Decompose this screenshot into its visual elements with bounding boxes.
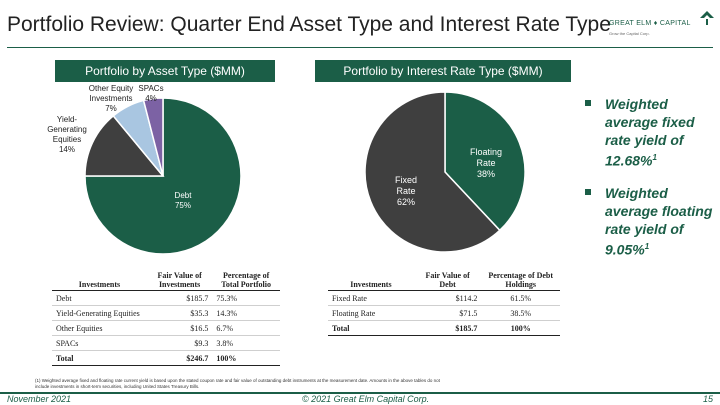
col-header: Percentage of Total Portfolio bbox=[212, 270, 280, 291]
pie-label-yield-generating-equities: Yield-Generating Equities 14% bbox=[47, 115, 87, 154]
pie-label-floating-rate: Floating Rate 38% bbox=[470, 147, 502, 179]
cell: $35.3 bbox=[146, 305, 213, 321]
table-row: SPACs $9.3 3.8% bbox=[52, 335, 280, 351]
page-number: 15 bbox=[703, 394, 714, 404]
bullet-square-icon bbox=[585, 188, 591, 195]
cell: 3.8% bbox=[212, 335, 280, 351]
asset-type-pie-chart: Debt 75% Yield-Generating Equities 14%Other … bbox=[47, 85, 242, 255]
pie-label-other-equity-investments: Other Equity Investments 7% bbox=[89, 85, 133, 113]
asset-type-table: Investments Fair Value of Investments Pe… bbox=[52, 270, 280, 366]
pie-label-fixed-rate: Fixed Rate 62% bbox=[395, 175, 417, 207]
col-header: Percentage of Debt Holdings bbox=[481, 270, 560, 291]
cell: $114.2 bbox=[413, 290, 482, 306]
table-header-row: Investments Fair Value of Debt Percentag… bbox=[328, 270, 560, 291]
rate-type-header: Portfolio by Interest Rate Type ($MM) bbox=[315, 60, 571, 82]
cell: Total bbox=[52, 350, 147, 366]
footer-date: November 2021 bbox=[7, 394, 72, 404]
cell: $246.7 bbox=[146, 350, 213, 366]
cell: Other Equities bbox=[52, 320, 147, 336]
page-title: Portfolio Review: Quarter End Asset Type… bbox=[7, 13, 611, 36]
footer-copyright: © 2021 Great Elm Capital Corp. bbox=[302, 394, 430, 404]
table-total-row: Total $185.7 100% bbox=[328, 320, 560, 336]
pie-slice-floating-rate bbox=[444, 91, 526, 232]
cell: Total bbox=[328, 320, 414, 336]
cell: 61.5% bbox=[481, 290, 560, 306]
cell: Floating Rate bbox=[328, 305, 414, 321]
cell: $185.7 bbox=[413, 320, 482, 336]
col-header: Fair Value of Debt bbox=[413, 270, 482, 291]
asset-type-header: Portfolio by Asset Type ($MM) bbox=[55, 60, 275, 82]
cell: 100% bbox=[481, 320, 560, 336]
yield-bullets: Weighted average fixed rate yield of 12.… bbox=[585, 95, 715, 272]
cell: $16.5 bbox=[146, 320, 213, 336]
footer-divider bbox=[0, 392, 720, 394]
logo-name: GREAT ELM ♦ CAPITAL bbox=[609, 20, 691, 27]
cell: Debt bbox=[52, 290, 147, 306]
table-row: Yield-Generating Equities $35.3 14.3% bbox=[52, 305, 280, 321]
cell: Fixed Rate bbox=[328, 290, 414, 306]
cell: $185.7 bbox=[146, 290, 213, 306]
rate-type-pie-chart: Floating Rate 38% Fixed Rate 62% bbox=[364, 91, 526, 253]
title-divider bbox=[7, 47, 713, 48]
cell: 14.3% bbox=[212, 305, 280, 321]
cell: 75.3% bbox=[212, 290, 280, 306]
table-row: Floating Rate $71.5 38.5% bbox=[328, 305, 560, 321]
table-header-row: Investments Fair Value of Investments Pe… bbox=[52, 270, 280, 291]
company-logo: GREAT ELM ♦ CAPITAL Grow the Capital Cor… bbox=[609, 10, 715, 42]
bullet-floating-yield: Weighted average floating rate yield of … bbox=[585, 184, 715, 259]
pie-slice-yield-generating-equities bbox=[84, 114, 165, 177]
table-row: Other Equities $16.5 6.7% bbox=[52, 320, 280, 336]
cell: SPACs bbox=[52, 335, 147, 351]
pie-label-spacs: SPACs 4% bbox=[138, 85, 163, 103]
logo-tagline: Grow the Capital Corp. bbox=[609, 31, 650, 36]
bullet-square-icon bbox=[585, 100, 591, 106]
table-row: Debt $185.7 75.3% bbox=[52, 290, 280, 306]
cell: 38.5% bbox=[481, 305, 560, 321]
cell: 100% bbox=[212, 350, 280, 366]
cell: $71.5 bbox=[413, 305, 482, 321]
cell: $9.3 bbox=[146, 335, 213, 351]
pie-label-debt: Debt 75% bbox=[175, 191, 193, 210]
table-total-row: Total $246.7 100% bbox=[52, 350, 280, 366]
cell: Yield-Generating Equities bbox=[52, 305, 147, 321]
bullet-fixed-yield: Weighted average fixed rate yield of 12.… bbox=[585, 95, 715, 170]
pie-slice-fixed-rate bbox=[364, 91, 501, 253]
col-header: Investments bbox=[328, 270, 414, 291]
table-row: Fixed Rate $114.2 61.5% bbox=[328, 290, 560, 306]
tree-mark-icon: ♦ bbox=[653, 20, 658, 27]
col-header: Investments bbox=[52, 270, 147, 291]
pie-slice-spacs bbox=[142, 97, 164, 177]
rate-type-table: Investments Fair Value of Debt Percentag… bbox=[328, 270, 560, 336]
cell: 6.7% bbox=[212, 320, 280, 336]
footnote: (1) Weighted average fixed and floating … bbox=[35, 378, 440, 389]
tree-icon bbox=[700, 11, 714, 25]
col-header: Fair Value of Investments bbox=[146, 270, 213, 291]
pie-slice-debt bbox=[84, 97, 242, 255]
